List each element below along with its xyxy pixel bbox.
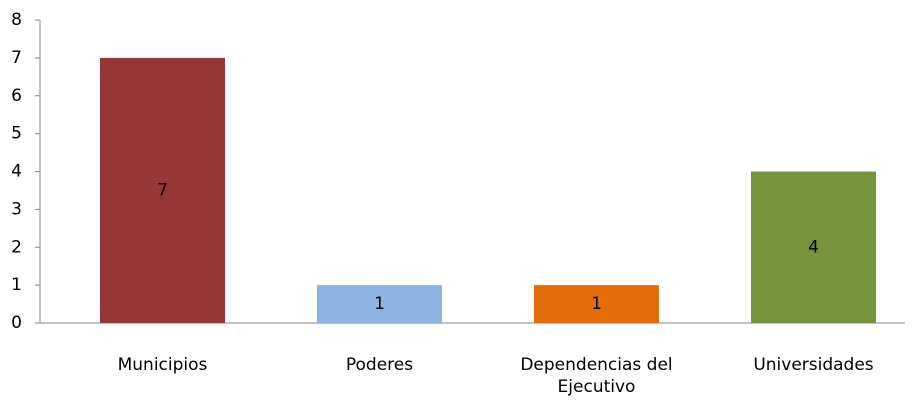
y-tick-label: 1 bbox=[11, 275, 22, 295]
y-tick-label: 0 bbox=[11, 313, 22, 333]
data-label: 1 bbox=[374, 294, 385, 314]
y-tick-label: 3 bbox=[11, 199, 22, 219]
y-tick-label: 8 bbox=[11, 10, 22, 30]
bar bbox=[534, 285, 659, 323]
bar bbox=[100, 57, 225, 323]
data-label: 4 bbox=[808, 237, 819, 257]
y-tick-label: 5 bbox=[11, 124, 22, 144]
x-tick-label: Municipios bbox=[117, 355, 208, 375]
bar bbox=[751, 171, 876, 323]
y-tick-label: 4 bbox=[11, 162, 22, 182]
data-label: 7 bbox=[157, 180, 168, 200]
x-tick-label: Universidades bbox=[753, 355, 874, 375]
y-tick-label: 6 bbox=[11, 86, 22, 106]
x-tick-label: Dependencias del Ejecutivo bbox=[520, 355, 673, 397]
bar bbox=[317, 285, 442, 323]
y-tick-label: 2 bbox=[11, 237, 22, 257]
y-tick-label: 7 bbox=[11, 48, 22, 68]
x-tick-label: Poderes bbox=[345, 355, 414, 375]
data-label: 1 bbox=[591, 294, 602, 314]
